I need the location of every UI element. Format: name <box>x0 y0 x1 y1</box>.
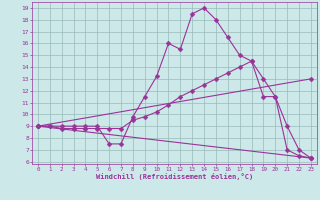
X-axis label: Windchill (Refroidissement éolien,°C): Windchill (Refroidissement éolien,°C) <box>96 173 253 180</box>
